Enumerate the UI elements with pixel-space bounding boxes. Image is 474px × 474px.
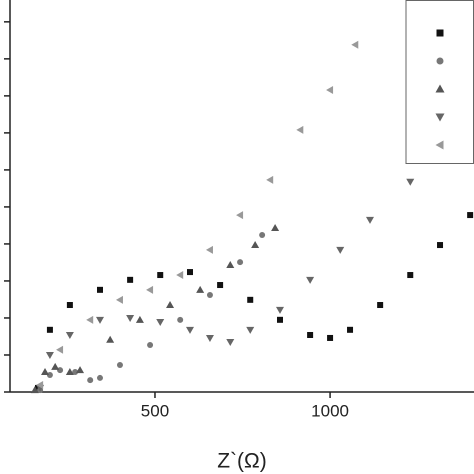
data-point [72,369,79,376]
data-point [237,259,244,266]
data-point [76,366,85,374]
x-tick-label: 1000 [311,401,349,420]
data-point [30,386,39,394]
data-point [51,362,60,370]
data-point [41,368,50,376]
data-point [407,272,414,279]
data-point [226,261,235,269]
data-point [226,339,235,347]
data-point [45,351,54,359]
data-point [185,326,194,334]
data-point [306,276,315,284]
data-point [406,178,415,186]
x-tick-label: 500 [141,401,169,420]
data-point [36,380,44,389]
data-point [135,315,144,323]
data-point [156,319,165,327]
data-point [327,334,334,341]
data-point [147,341,154,348]
data-point [336,246,345,254]
data-point [186,269,193,276]
data-point [251,241,260,249]
data-point [66,302,73,309]
data-point [87,377,94,384]
data-point [365,216,374,224]
data-point [246,326,255,334]
data-point [106,335,115,343]
data-point [65,368,74,376]
data-point [351,40,359,49]
data-point [205,334,214,342]
legend-marker [436,29,444,37]
data-point [275,306,284,314]
data-point [276,316,283,323]
data-point [247,296,254,303]
data-point [96,286,103,293]
data-point [146,285,154,294]
data-point [296,125,304,134]
data-point [271,224,280,232]
legend-marker [436,57,444,65]
legend-marker [435,84,445,93]
data-point [115,295,123,304]
data-point [95,316,104,324]
data-point [266,175,274,184]
data-point [206,292,213,299]
data-point [176,271,184,280]
data-point [116,361,123,368]
data-point [96,374,103,381]
legend-marker [435,113,445,122]
data-point [467,212,474,219]
data-point [377,302,384,309]
data-point [57,367,64,374]
data-point [46,326,53,333]
data-point [205,245,213,254]
data-point [326,85,334,94]
x-axis-title: Z`(Ω) [217,450,267,473]
data-point [196,285,205,293]
data-point [46,371,53,378]
data-point [347,326,354,333]
data-point [437,242,444,249]
data-point [177,316,184,323]
data-point [86,315,94,324]
data-point [157,272,164,279]
data-point [217,282,224,289]
data-point [127,276,134,283]
data-point [259,232,266,239]
data-point [307,331,314,338]
data-point [166,301,175,309]
data-point [65,331,74,339]
data-point [126,314,135,322]
data-point [236,211,244,220]
legend [405,0,474,164]
data-point [56,345,64,354]
legend-marker [435,140,444,150]
